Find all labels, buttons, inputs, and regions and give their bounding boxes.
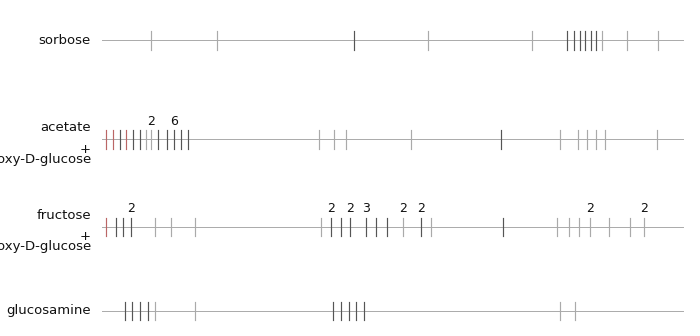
- Text: 2: 2: [417, 202, 426, 215]
- Text: +: +: [80, 143, 91, 156]
- Text: 2-deoxy-D-glucose: 2-deoxy-D-glucose: [0, 153, 91, 166]
- Text: 2: 2: [586, 202, 594, 215]
- Text: sorbose: sorbose: [38, 34, 91, 47]
- Text: 2: 2: [346, 202, 354, 215]
- Text: 2: 2: [127, 202, 135, 215]
- Text: 2-deoxy-D-glucose: 2-deoxy-D-glucose: [0, 240, 91, 253]
- Text: 2: 2: [640, 202, 648, 215]
- Text: 2: 2: [327, 202, 335, 215]
- Text: glucosamine: glucosamine: [6, 304, 91, 317]
- Text: 3: 3: [362, 202, 370, 215]
- Text: +: +: [80, 230, 91, 243]
- Text: fructose: fructose: [36, 209, 91, 222]
- Text: 2: 2: [399, 202, 407, 215]
- Text: 6: 6: [169, 115, 178, 128]
- Text: 2: 2: [147, 115, 155, 128]
- Text: acetate: acetate: [41, 121, 91, 134]
